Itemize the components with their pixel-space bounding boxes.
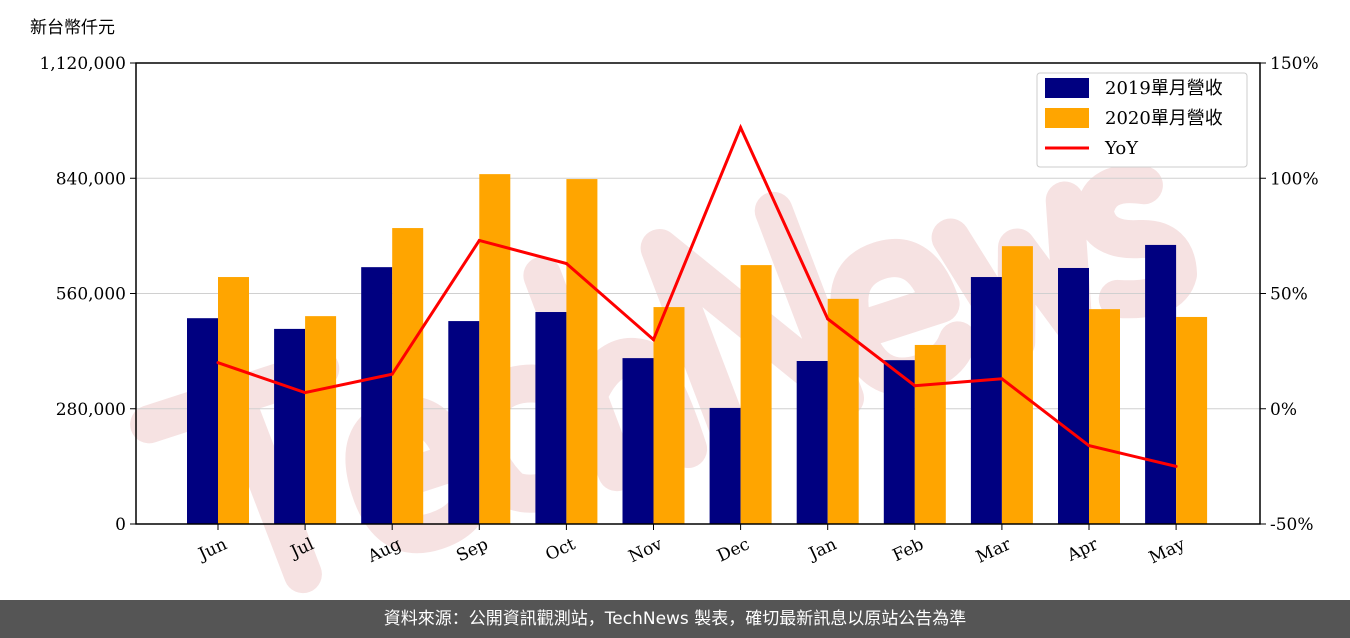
x-tick-label: Jan <box>804 534 840 565</box>
y-tick-label: 0 <box>115 515 126 535</box>
x-tick-label: Apr <box>1063 534 1102 566</box>
yoy-point-May <box>1174 464 1178 468</box>
y-tick-label: 560,000 <box>56 285 126 305</box>
x-tick-label: Oct <box>543 534 579 565</box>
x-tick-label: Jun <box>194 534 230 565</box>
x-tick-label: Dec <box>714 534 753 566</box>
bar-2020單月營收-Sep <box>479 174 511 525</box>
y2-tick-label: 150% <box>1270 54 1319 74</box>
bar-2020單月營收-Jan <box>827 298 859 524</box>
bar-2020單月營收-Jun <box>218 277 249 524</box>
yoy-point-Jul <box>303 391 307 395</box>
bar-2020單月營收-Nov <box>653 307 685 524</box>
bar-2020單月營收-Jul <box>305 316 337 524</box>
x-tick-label: Nov <box>626 534 666 567</box>
bar-2019單月營收-Feb <box>883 360 915 524</box>
yoy-line <box>217 123 1177 468</box>
footer-source: 資料來源：公開資訊觀測站，TechNews 製表，確切最新訊息以原站公告為準 <box>0 600 1350 638</box>
yoy-point-Aug <box>390 372 394 376</box>
yoy-point-Oct <box>564 262 568 266</box>
bar-2019單月營收-Dec <box>709 407 741 524</box>
x-tick-label: Feb <box>890 534 927 566</box>
bar-2020單月營收-Feb <box>914 344 946 524</box>
legend-label: 2019單月營收 <box>1105 78 1223 99</box>
y-tick-label: 280,000 <box>56 400 126 420</box>
legend-swatch <box>1045 108 1089 128</box>
y2-tick-label: 0% <box>1270 400 1297 420</box>
bar-2019單月營收-Oct <box>535 312 567 524</box>
y2-tick-label: 100% <box>1270 169 1319 189</box>
y-tick-label: 1,120,000 <box>39 54 126 74</box>
bar-2019單月營收-Nov <box>622 358 654 524</box>
x-tick-label: May <box>1146 534 1188 568</box>
bar-2020單月營收-Mar <box>1001 246 1033 525</box>
y-tick-label: 840,000 <box>56 169 126 189</box>
bar-2019單月營收-Sep <box>448 321 480 524</box>
yoy-point-Apr <box>1087 444 1091 448</box>
yoy-point-Sep <box>477 238 481 242</box>
bar-2019單月營收-Jul <box>274 328 306 524</box>
yoy-point-Jan <box>826 317 830 321</box>
bar-2020單月營收-Oct <box>566 179 598 524</box>
bar-2020單月營收-May <box>1176 316 1208 524</box>
bar-2019單月營收-Mar <box>970 277 1002 524</box>
y-axis-label: 新台幣仟元 <box>30 18 115 38</box>
bar-2020單月營收-Aug <box>392 228 424 525</box>
x-tick-label: Mar <box>973 534 1015 568</box>
bar-2019單月營收-Aug <box>361 267 393 524</box>
yoy-point-Mar <box>1000 377 1004 381</box>
bar-2020單月營收-Apr <box>1089 309 1120 524</box>
bar-2019單月營收-Apr <box>1058 267 1089 524</box>
y2-tick-label: -50% <box>1270 515 1314 535</box>
yoy-point-Jun <box>216 361 220 365</box>
bar-2019單月營收-Jan <box>796 361 828 524</box>
yoy-point-Nov <box>652 338 655 342</box>
legend-label: 2020單月營收 <box>1105 108 1223 129</box>
bar-2019單月營收-Jun <box>187 318 218 524</box>
yoy-point-Dec <box>739 126 743 130</box>
legend: 2019單月營收 2020單月營收 YoY <box>1036 72 1248 168</box>
revenue-chart: 0 280,000 560,000 840,000 1,120,000 -50% 0% 50%… <box>30 18 1319 594</box>
yoy-point-Feb <box>913 384 917 388</box>
y2-tick-label: 50% <box>1270 285 1308 305</box>
bar-2020單月營收-Dec <box>740 265 772 524</box>
legend-swatch <box>1045 78 1089 98</box>
legend-label: YoY <box>1104 138 1139 159</box>
bar-2019單月營收-May <box>1145 244 1177 524</box>
